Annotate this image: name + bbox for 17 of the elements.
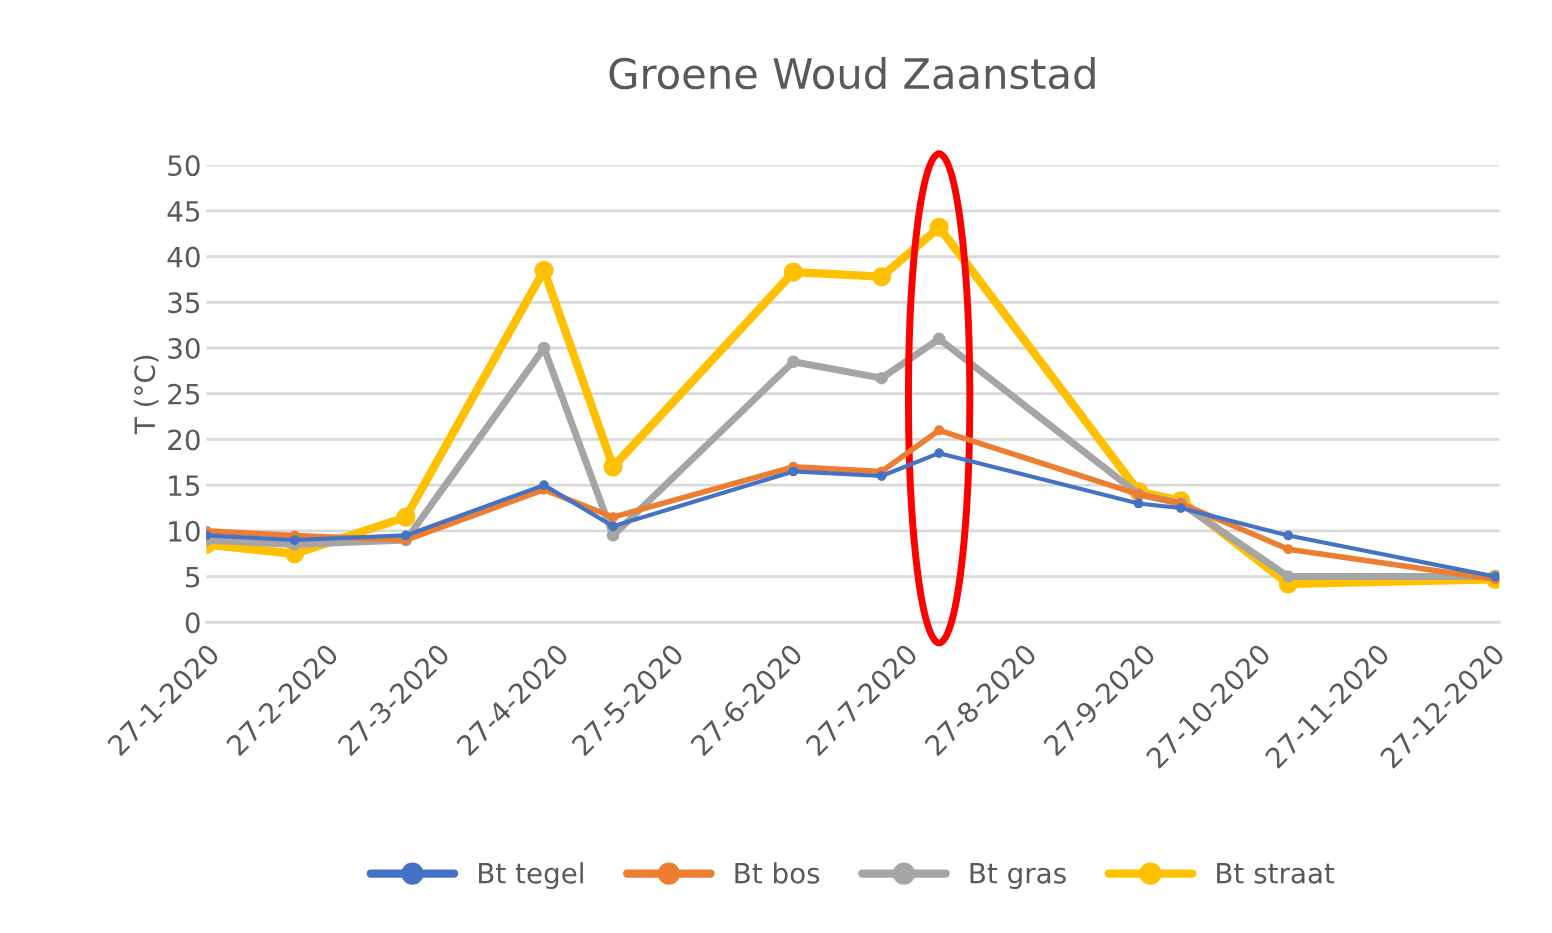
legend-label: Bt tegel	[479, 862, 583, 890]
legend-label: Bt straat	[1217, 863, 1335, 884]
legend-label: Bt bos	[735, 862, 820, 884]
y-axis-title: T (°C)	[133, 355, 159, 435]
legend-label: Bt gras	[970, 863, 1066, 890]
chart-title: Groene Woud Zaanstad	[609, 57, 1095, 90]
y-tick-label: 50	[168, 155, 200, 177]
y-tick-label: 45	[167, 201, 200, 222]
y-tick-label: 40	[167, 246, 200, 268]
y-tick-label: 15	[169, 475, 200, 497]
y-tick-label: 5	[186, 566, 200, 588]
y-tick-label: 30	[168, 337, 200, 359]
y-tick-label: 25	[168, 383, 200, 405]
y-tick-label: 20	[168, 429, 200, 451]
y-tick-label: 0	[185, 612, 200, 634]
y-tick-label: 10	[169, 520, 200, 542]
y-tick-label: 35	[168, 292, 200, 314]
